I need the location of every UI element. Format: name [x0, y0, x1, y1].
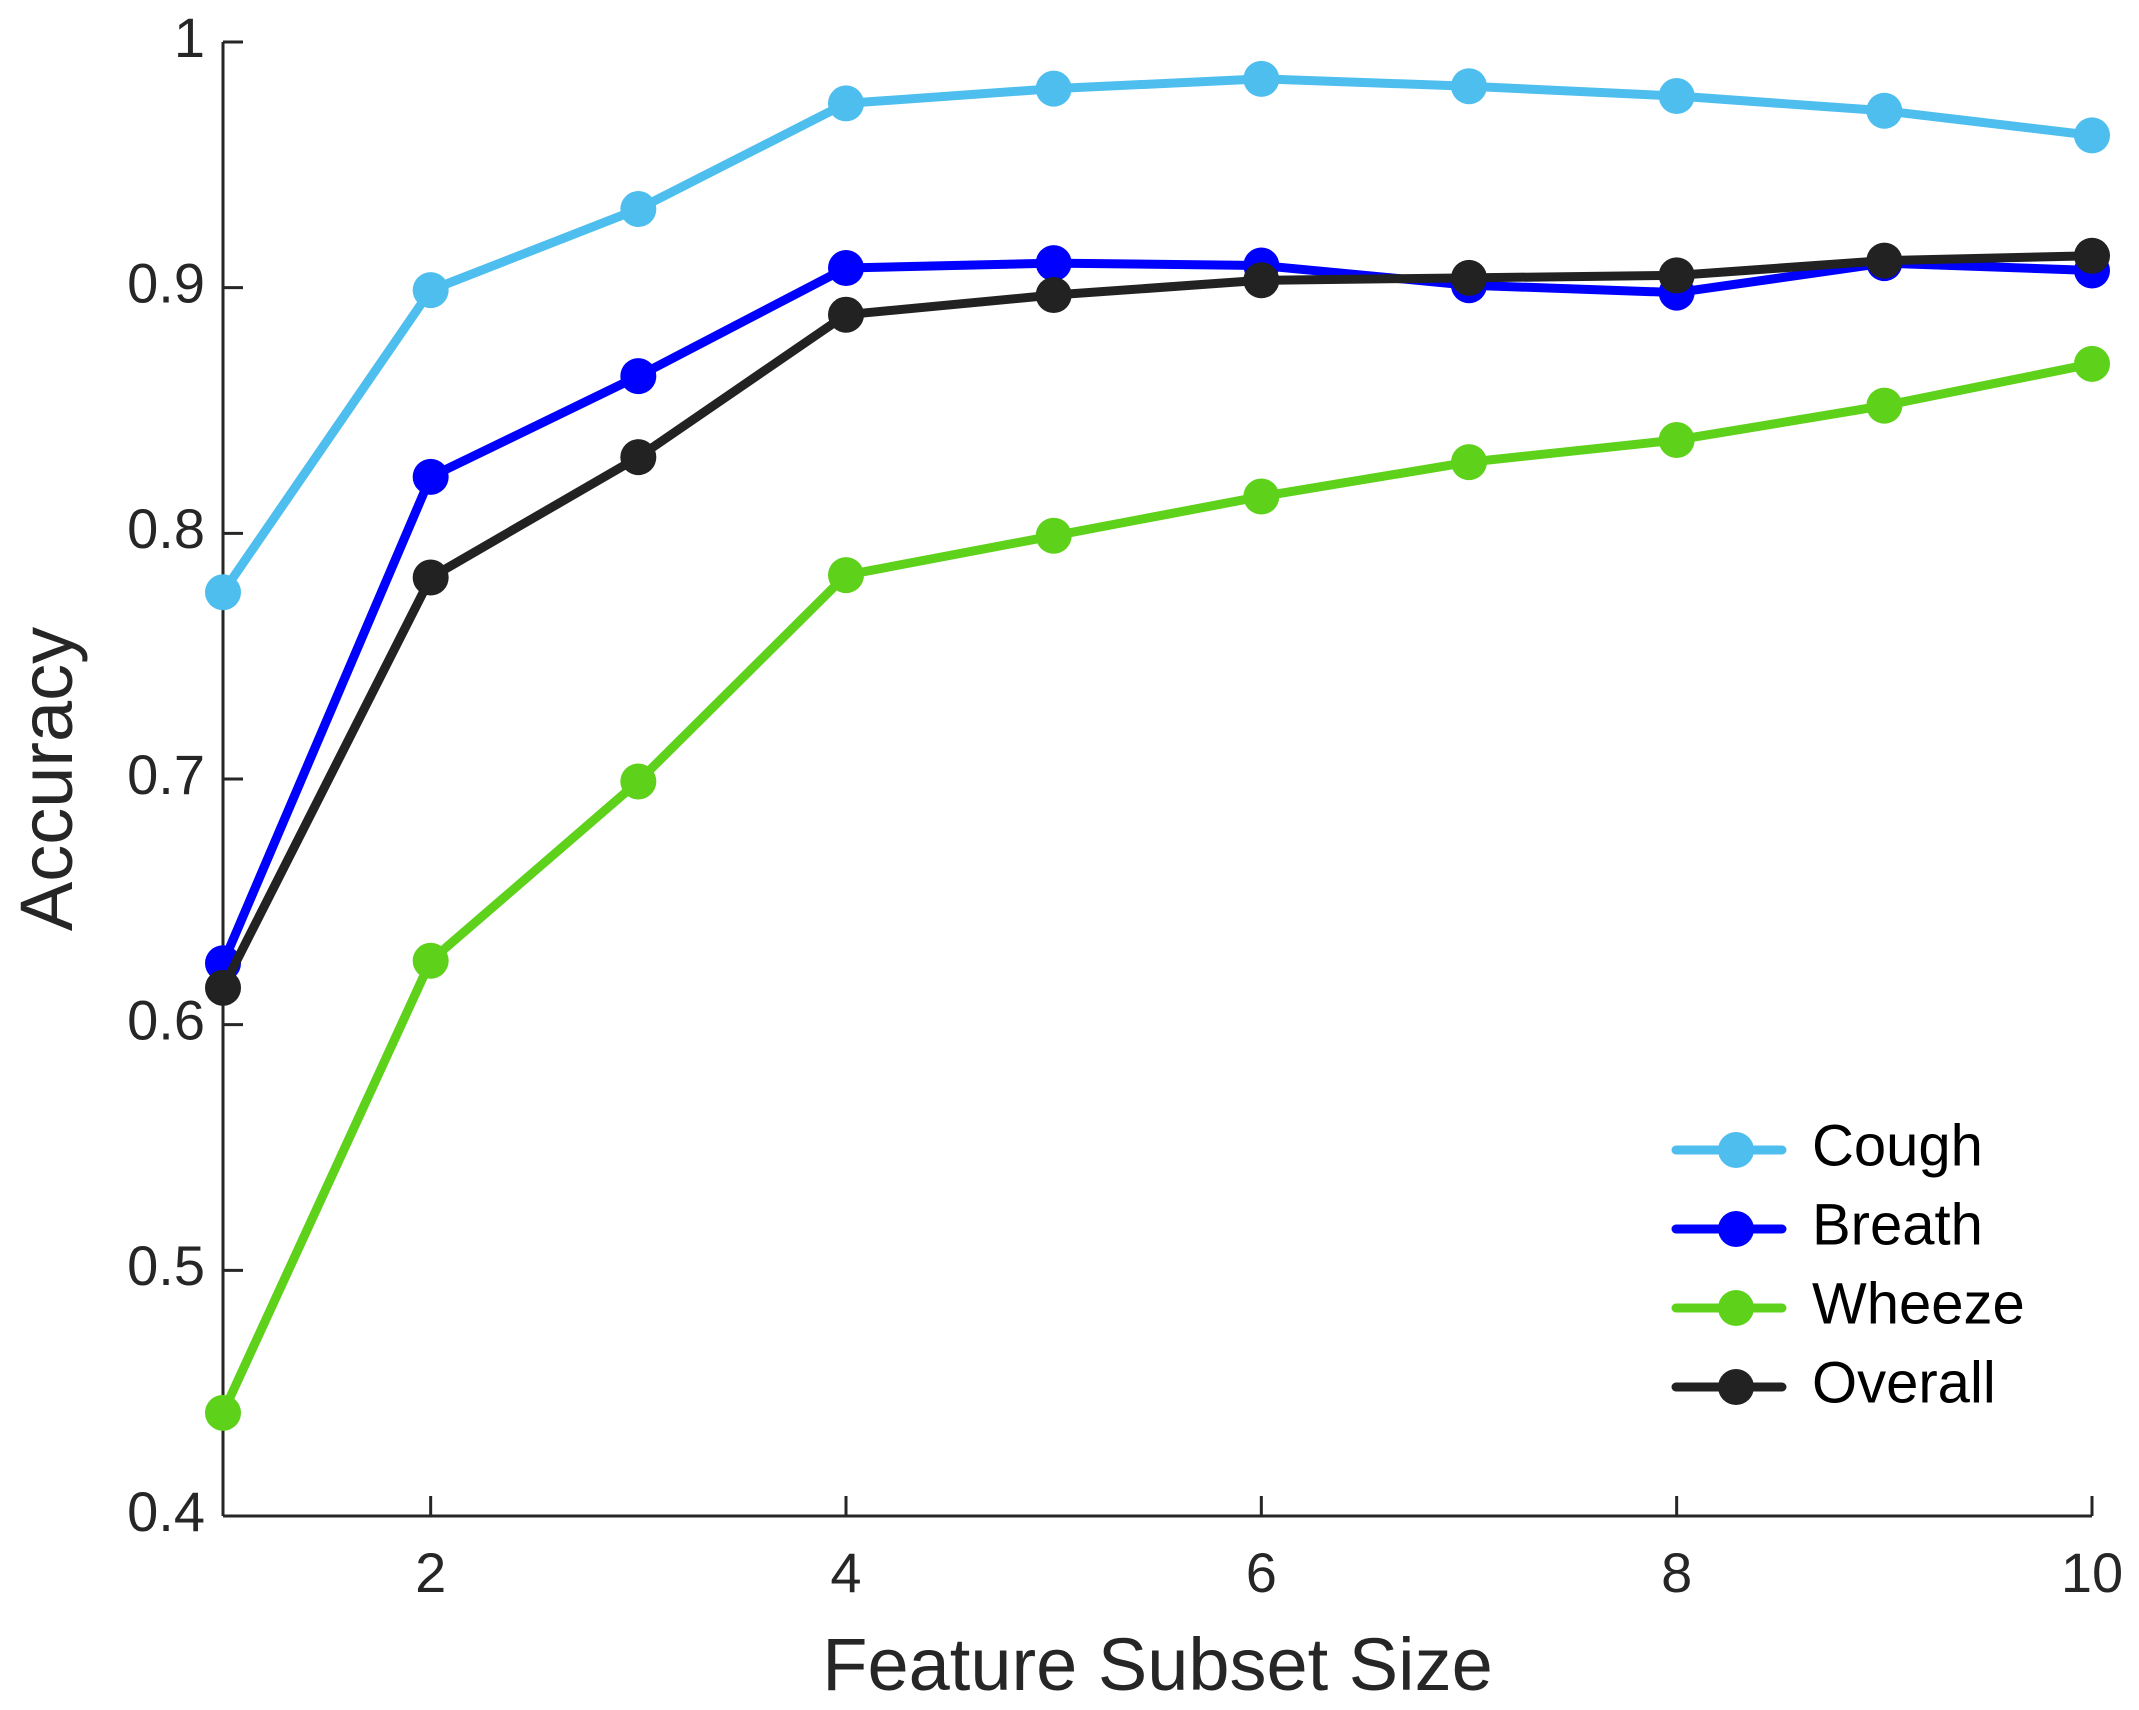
legend-item-breath: Breath	[1671, 1192, 1983, 1257]
data-point-cough	[412, 272, 449, 309]
legend-item-cough: Cough	[1671, 1113, 1983, 1178]
legend-swatch-marker	[1718, 1369, 1754, 1405]
data-point-overall	[1035, 277, 1072, 314]
data-point-cough	[828, 85, 864, 122]
y-axis-label: Accuracy	[5, 627, 88, 931]
legend-label: Cough	[1812, 1113, 1983, 1178]
data-point-overall	[412, 559, 449, 596]
series-wheeze	[205, 345, 2110, 1431]
data-point-overall	[1451, 259, 1487, 296]
series	[205, 60, 2110, 1431]
data-point-cough	[1866, 92, 1903, 129]
y-tick-label: 0.8	[127, 497, 205, 560]
y-tick-label: 0.7	[127, 743, 205, 806]
legend-swatch-marker	[1718, 1211, 1754, 1247]
data-point-overall	[205, 969, 241, 1006]
legend-label: Wheeze	[1812, 1271, 2025, 1336]
data-point-wheeze	[412, 942, 449, 979]
data-point-cough	[1451, 68, 1487, 105]
series-breath	[205, 245, 2110, 982]
data-point-wheeze	[205, 1394, 241, 1431]
legend-label: Overall	[1812, 1350, 1996, 1415]
data-point-overall	[1658, 257, 1695, 294]
data-point-breath	[412, 458, 449, 495]
data-point-cough	[1035, 70, 1072, 107]
x-tick-label: 6	[1246, 1541, 1277, 1604]
data-point-wheeze	[620, 763, 657, 800]
data-point-overall	[1243, 262, 1280, 299]
y-ticks: 0.4 0.5 0.6 0.7 0.8 0.9 1	[127, 6, 243, 1543]
legend-item-wheeze: Wheeze	[1671, 1271, 2025, 1336]
x-axis-label: Feature Subset Size	[822, 1623, 1492, 1706]
series-overall	[205, 237, 2110, 1006]
y-tick-label: 0.9	[127, 251, 205, 314]
data-point-overall	[620, 439, 657, 476]
x-ticks: 2 4 6 8 10	[415, 1496, 2123, 1604]
data-point-wheeze	[2074, 345, 2110, 382]
data-point-breath	[1035, 245, 1072, 282]
series-line-overall	[218, 251, 2097, 993]
legend-label: Breath	[1812, 1192, 1983, 1257]
y-tick-label: 0.5	[127, 1234, 205, 1297]
x-tick-label: 4	[830, 1541, 861, 1604]
data-point-cough	[1658, 78, 1695, 115]
series-line-breath	[218, 258, 2097, 968]
data-point-overall	[2074, 237, 2110, 274]
legend-swatch-marker	[1718, 1132, 1754, 1168]
data-point-breath	[620, 358, 657, 395]
data-point-wheeze	[1866, 387, 1903, 424]
data-point-wheeze	[1035, 517, 1072, 554]
x-tick-label: 8	[1661, 1541, 1692, 1604]
data-point-wheeze	[1658, 421, 1695, 458]
data-point-wheeze	[828, 557, 864, 594]
series-line-cough	[218, 74, 2097, 597]
y-tick-label: 1	[174, 6, 205, 69]
legend: Cough Breath Wheeze Overall	[1671, 1113, 2025, 1415]
legend-swatch-marker	[1718, 1290, 1754, 1326]
legend-item-overall: Overall	[1671, 1350, 1996, 1415]
data-point-overall	[1866, 242, 1903, 279]
series-line-wheeze	[218, 359, 2097, 1418]
data-point-wheeze	[1243, 478, 1280, 515]
data-point-cough	[1243, 60, 1280, 97]
data-point-breath	[828, 250, 864, 287]
data-point-overall	[828, 296, 864, 333]
x-tick-label: 10	[2061, 1541, 2123, 1604]
data-point-cough	[2074, 117, 2110, 154]
y-tick-label: 0.6	[127, 988, 205, 1051]
y-tick-label: 0.4	[127, 1480, 205, 1543]
data-point-cough	[620, 191, 657, 228]
series-cough	[205, 60, 2110, 611]
data-point-cough	[205, 574, 241, 611]
x-tick-label: 2	[415, 1541, 446, 1604]
data-point-wheeze	[1451, 444, 1487, 481]
